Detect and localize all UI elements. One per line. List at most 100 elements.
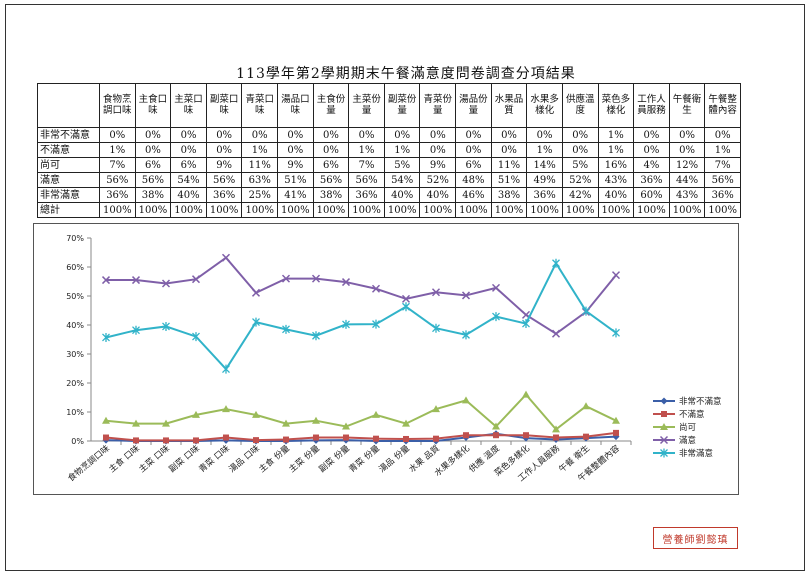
table-cell: 0% [348, 127, 385, 143]
data-point-marker [132, 419, 140, 427]
table-header-cell: 主食份量 [312, 83, 350, 128]
table-cell: 36% [348, 187, 385, 203]
data-point-marker [660, 423, 668, 430]
table-row-label: 非常滿意 [37, 187, 100, 203]
table-row: 總計 100% 100% 100% 100% 100% 100% 100% 100% 100% 10… [37, 202, 741, 218]
data-point-marker [102, 332, 110, 342]
table-cell: 36% [633, 172, 670, 188]
table-cell: 7% [99, 157, 136, 173]
data-point-marker [492, 422, 500, 430]
table-row-label: 不滿意 [37, 142, 100, 158]
data-point-marker [103, 434, 109, 441]
data-point-marker [583, 433, 589, 440]
table-cell: 0% [633, 142, 670, 158]
table-cell: 0% [241, 127, 279, 143]
series-line-star [105, 261, 617, 371]
data-point-marker [281, 274, 291, 283]
table-cell: 1% [99, 142, 136, 158]
table-row-label: 尚可 [37, 157, 100, 173]
y-tick-label: 40% [66, 321, 84, 330]
table-cell: 14% [526, 157, 563, 173]
data-point-marker [373, 435, 379, 442]
table-cell: 100% [561, 202, 599, 218]
table-cell: 52% [419, 172, 457, 188]
x-tick-label: 副菜 份量 [317, 443, 353, 475]
data-point-marker [432, 405, 440, 413]
y-tick-label: 60% [66, 263, 84, 272]
data-point-marker [223, 434, 229, 441]
data-point-marker [132, 325, 140, 335]
data-point-marker [341, 278, 351, 287]
legend-label: 不滿意 [679, 409, 705, 420]
results-table: 食物烹調口味 主食口味 主菜口味 副菜口味 青菜口味 湯品口味 主食份量 主菜份量 副菜份量 青菜… [37, 83, 741, 218]
table-cell: 0% [490, 142, 528, 158]
table-cell: 100% [526, 202, 563, 218]
data-point-marker [493, 432, 499, 439]
table-cell: 36% [205, 187, 243, 203]
table-cell: 56% [205, 172, 243, 188]
data-point-marker [252, 410, 260, 418]
y-tick-label: 20% [66, 379, 84, 388]
data-point-marker [343, 434, 349, 441]
table-header-cell: 湯品口味 [277, 83, 314, 128]
table-cell: 1% [597, 142, 635, 158]
data-point-marker [253, 437, 259, 444]
table-cell: 49% [526, 172, 563, 188]
table-cell: 100% [383, 202, 421, 218]
table-cell: 0% [277, 127, 314, 143]
table-cell: 0% [490, 127, 528, 143]
table-cell: 9% [205, 157, 243, 173]
series-line-triangle [105, 393, 617, 431]
table-cell: 36% [99, 187, 136, 203]
x-tick-label: 湯品 份量 [377, 443, 413, 475]
chart-area-border [33, 223, 739, 495]
table-cell: 100% [455, 202, 492, 218]
table-cell: 0% [633, 127, 670, 143]
data-point-marker [342, 422, 350, 430]
table-cell: 1% [704, 142, 741, 158]
table-cell: 100% [134, 202, 172, 218]
table-cell: 0% [561, 142, 599, 158]
y-tick-label: 50% [66, 292, 84, 301]
table-cell: 100% [597, 202, 635, 218]
table-header-cell: 菜色多樣化 [597, 83, 635, 128]
table-header-cell: 青菜份量 [419, 83, 457, 128]
data-point-marker [522, 390, 530, 398]
data-point-marker [552, 425, 560, 433]
legend-label: 非常滿意 [679, 448, 713, 459]
table-cell: 6% [312, 157, 350, 173]
table-cell: 0% [170, 127, 207, 143]
data-point-marker [312, 416, 320, 424]
data-point-marker [162, 419, 170, 427]
table-header-cell: 主食口味 [134, 83, 172, 128]
table-cell: 6% [134, 157, 172, 173]
table-cell: 0% [526, 127, 563, 143]
table-header-cell: 湯品份量 [455, 83, 492, 128]
data-point-marker [402, 302, 410, 312]
table-cell: 54% [383, 172, 421, 188]
table-row-label: 非常不滿意 [37, 127, 100, 143]
dietitian-seal: 營養師劉懿瑱 [653, 527, 738, 549]
table-cell: 36% [526, 187, 563, 203]
data-point-marker [101, 276, 111, 285]
table-row: 尚可 7% 6% 6% 9% 11% 9% 6% 7% 5% 9% 6% 11% 14% 5% 16% 4% 12… [37, 157, 741, 173]
table-header-cell: 主菜口味 [170, 83, 207, 128]
x-tick-label: 主菜 口味 [137, 443, 173, 475]
data-point-marker [582, 306, 590, 316]
y-tick-label: 30% [66, 350, 84, 359]
data-point-marker [133, 437, 139, 444]
table-cell: 6% [455, 157, 492, 173]
table-cell: 7% [348, 157, 385, 173]
data-point-marker [191, 275, 201, 284]
data-point-marker [612, 416, 620, 424]
table-cell: 46% [455, 187, 492, 203]
table-corner-cell [37, 83, 100, 128]
table-cell: 51% [490, 172, 528, 188]
table-cell: 43% [668, 187, 706, 203]
data-point-marker [221, 253, 231, 262]
data-point-marker [613, 429, 619, 436]
table-cell: 100% [312, 202, 350, 218]
table-cell: 38% [312, 187, 350, 203]
data-point-marker [282, 419, 290, 427]
